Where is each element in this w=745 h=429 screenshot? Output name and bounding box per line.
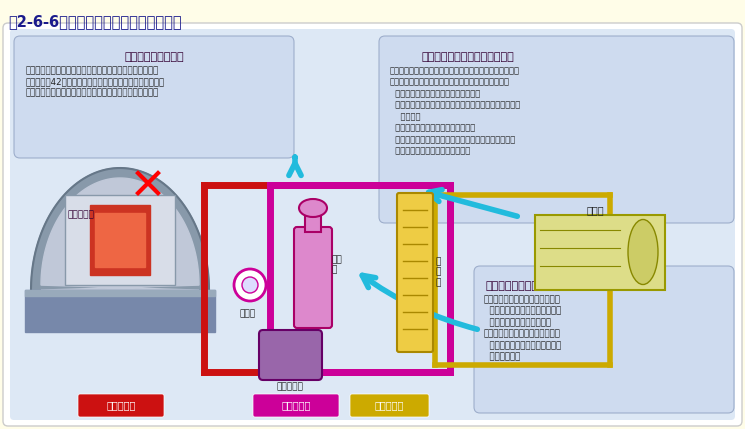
Text: ・総合漏えい監視システムを設置: ・総合漏えい監視システムを設置 — [390, 146, 470, 155]
FancyBboxPatch shape — [474, 266, 734, 413]
Text: め，温度計42本について，さや管を短くするとともに，さ: め，温度計42本について，さや管を短くするとともに，さ — [26, 77, 165, 86]
Text: ・伝熱管からの水漏えいを確実に: ・伝熱管からの水漏えいを確実に — [484, 295, 561, 304]
Bar — [95, 213, 145, 267]
Text: ・水・蒸気系の水・蒸気放出をよ: ・水・蒸気系の水・蒸気放出をよ — [484, 329, 561, 338]
Text: ・換気を速やかに停止する設備改造: ・換気を速やかに停止する設備改造 — [390, 124, 475, 133]
Text: 水・蒸気系: 水・蒸気系 — [374, 400, 404, 410]
Text: ポンプ: ポンプ — [240, 309, 256, 318]
Circle shape — [234, 269, 266, 301]
Text: 温度計の交換・撤去: 温度計の交換・撤去 — [124, 52, 184, 62]
FancyBboxPatch shape — [397, 193, 433, 352]
Text: 貯蔵タンク: 貯蔵タンク — [276, 382, 303, 391]
FancyBboxPatch shape — [379, 36, 734, 223]
Text: 原子炉容器: 原子炉容器 — [68, 210, 95, 219]
Bar — [305, 208, 321, 232]
FancyBboxPatch shape — [14, 36, 294, 158]
Bar — [535, 215, 665, 290]
FancyBboxPatch shape — [78, 394, 164, 417]
Text: ・窒素ガス注入機能の追加により燃焼抑制効果を向上: ・窒素ガス注入機能の追加により燃焼抑制効果を向上 — [390, 135, 516, 144]
FancyBboxPatch shape — [253, 394, 339, 417]
Text: ２次冷却系: ２次冷却系 — [282, 400, 311, 410]
Text: 弁を追加設置: 弁を追加設置 — [484, 353, 520, 362]
Text: 過
熱
器: 過 熱 器 — [435, 257, 440, 287]
Bar — [25, 290, 215, 332]
FancyBboxPatch shape — [350, 394, 429, 417]
Text: ナトリウム漏えいに対する改善: ナトリウム漏えいに対する改善 — [422, 52, 515, 62]
Bar — [65, 195, 175, 285]
FancyBboxPatch shape — [3, 23, 742, 426]
Text: １次冷却系: １次冷却系 — [107, 400, 136, 410]
Text: 等の改造: 等の改造 — [390, 112, 420, 121]
Text: 蒸発器安全性能の改善: 蒸発器安全性能の改善 — [486, 281, 552, 291]
Ellipse shape — [299, 199, 327, 217]
Bar — [25, 290, 215, 296]
Text: どによる建物・構築物への影響をより一層抑制する。: どによる建物・構築物への影響をより一層抑制する。 — [390, 78, 510, 87]
Text: 検出するため，蒸発器内上部の: 検出するため，蒸発器内上部の — [484, 306, 561, 315]
Polygon shape — [41, 178, 199, 290]
Text: ・煙や熱を検出するセルモニタを設置: ・煙や熱を検出するセルモニタを設置 — [390, 89, 481, 98]
Circle shape — [242, 277, 258, 293]
FancyBboxPatch shape — [10, 29, 735, 420]
FancyBboxPatch shape — [294, 227, 332, 328]
Text: り早期に完了させるため，放出: り早期に完了させるため，放出 — [484, 341, 561, 350]
Text: ナトリウム漏えいを早期に終息させ，ナトリウムの燃焼な: ナトリウム漏えいを早期に終息させ，ナトリウムの燃焼な — [390, 66, 520, 75]
Text: ガス圧力検出計を追加設置: ガス圧力検出計を追加設置 — [484, 318, 551, 327]
Text: ・ナトリウム抜取り配管の口径拡大や抜取り配管の追加: ・ナトリウム抜取り配管の口径拡大や抜取り配管の追加 — [390, 100, 520, 109]
Text: 蒸発
器: 蒸発 器 — [331, 255, 342, 275]
FancyBboxPatch shape — [259, 330, 322, 380]
Bar — [90, 205, 150, 275]
Text: 図2-6-6　「もんじゅ」改造工事の概要: 図2-6-6 「もんじゅ」改造工事の概要 — [8, 14, 182, 29]
Text: 発電機: 発電機 — [586, 205, 603, 215]
Text: や管の段付きを無くしテーパ形状に改良した温度計に交換: や管の段付きを無くしテーパ形状に改良した温度計に交換 — [26, 88, 159, 97]
Polygon shape — [31, 168, 209, 290]
Ellipse shape — [628, 220, 658, 284]
Text: ナトリウムの流れによる温度計さや管の振動を防止するた: ナトリウムの流れによる温度計さや管の振動を防止するた — [26, 66, 159, 75]
